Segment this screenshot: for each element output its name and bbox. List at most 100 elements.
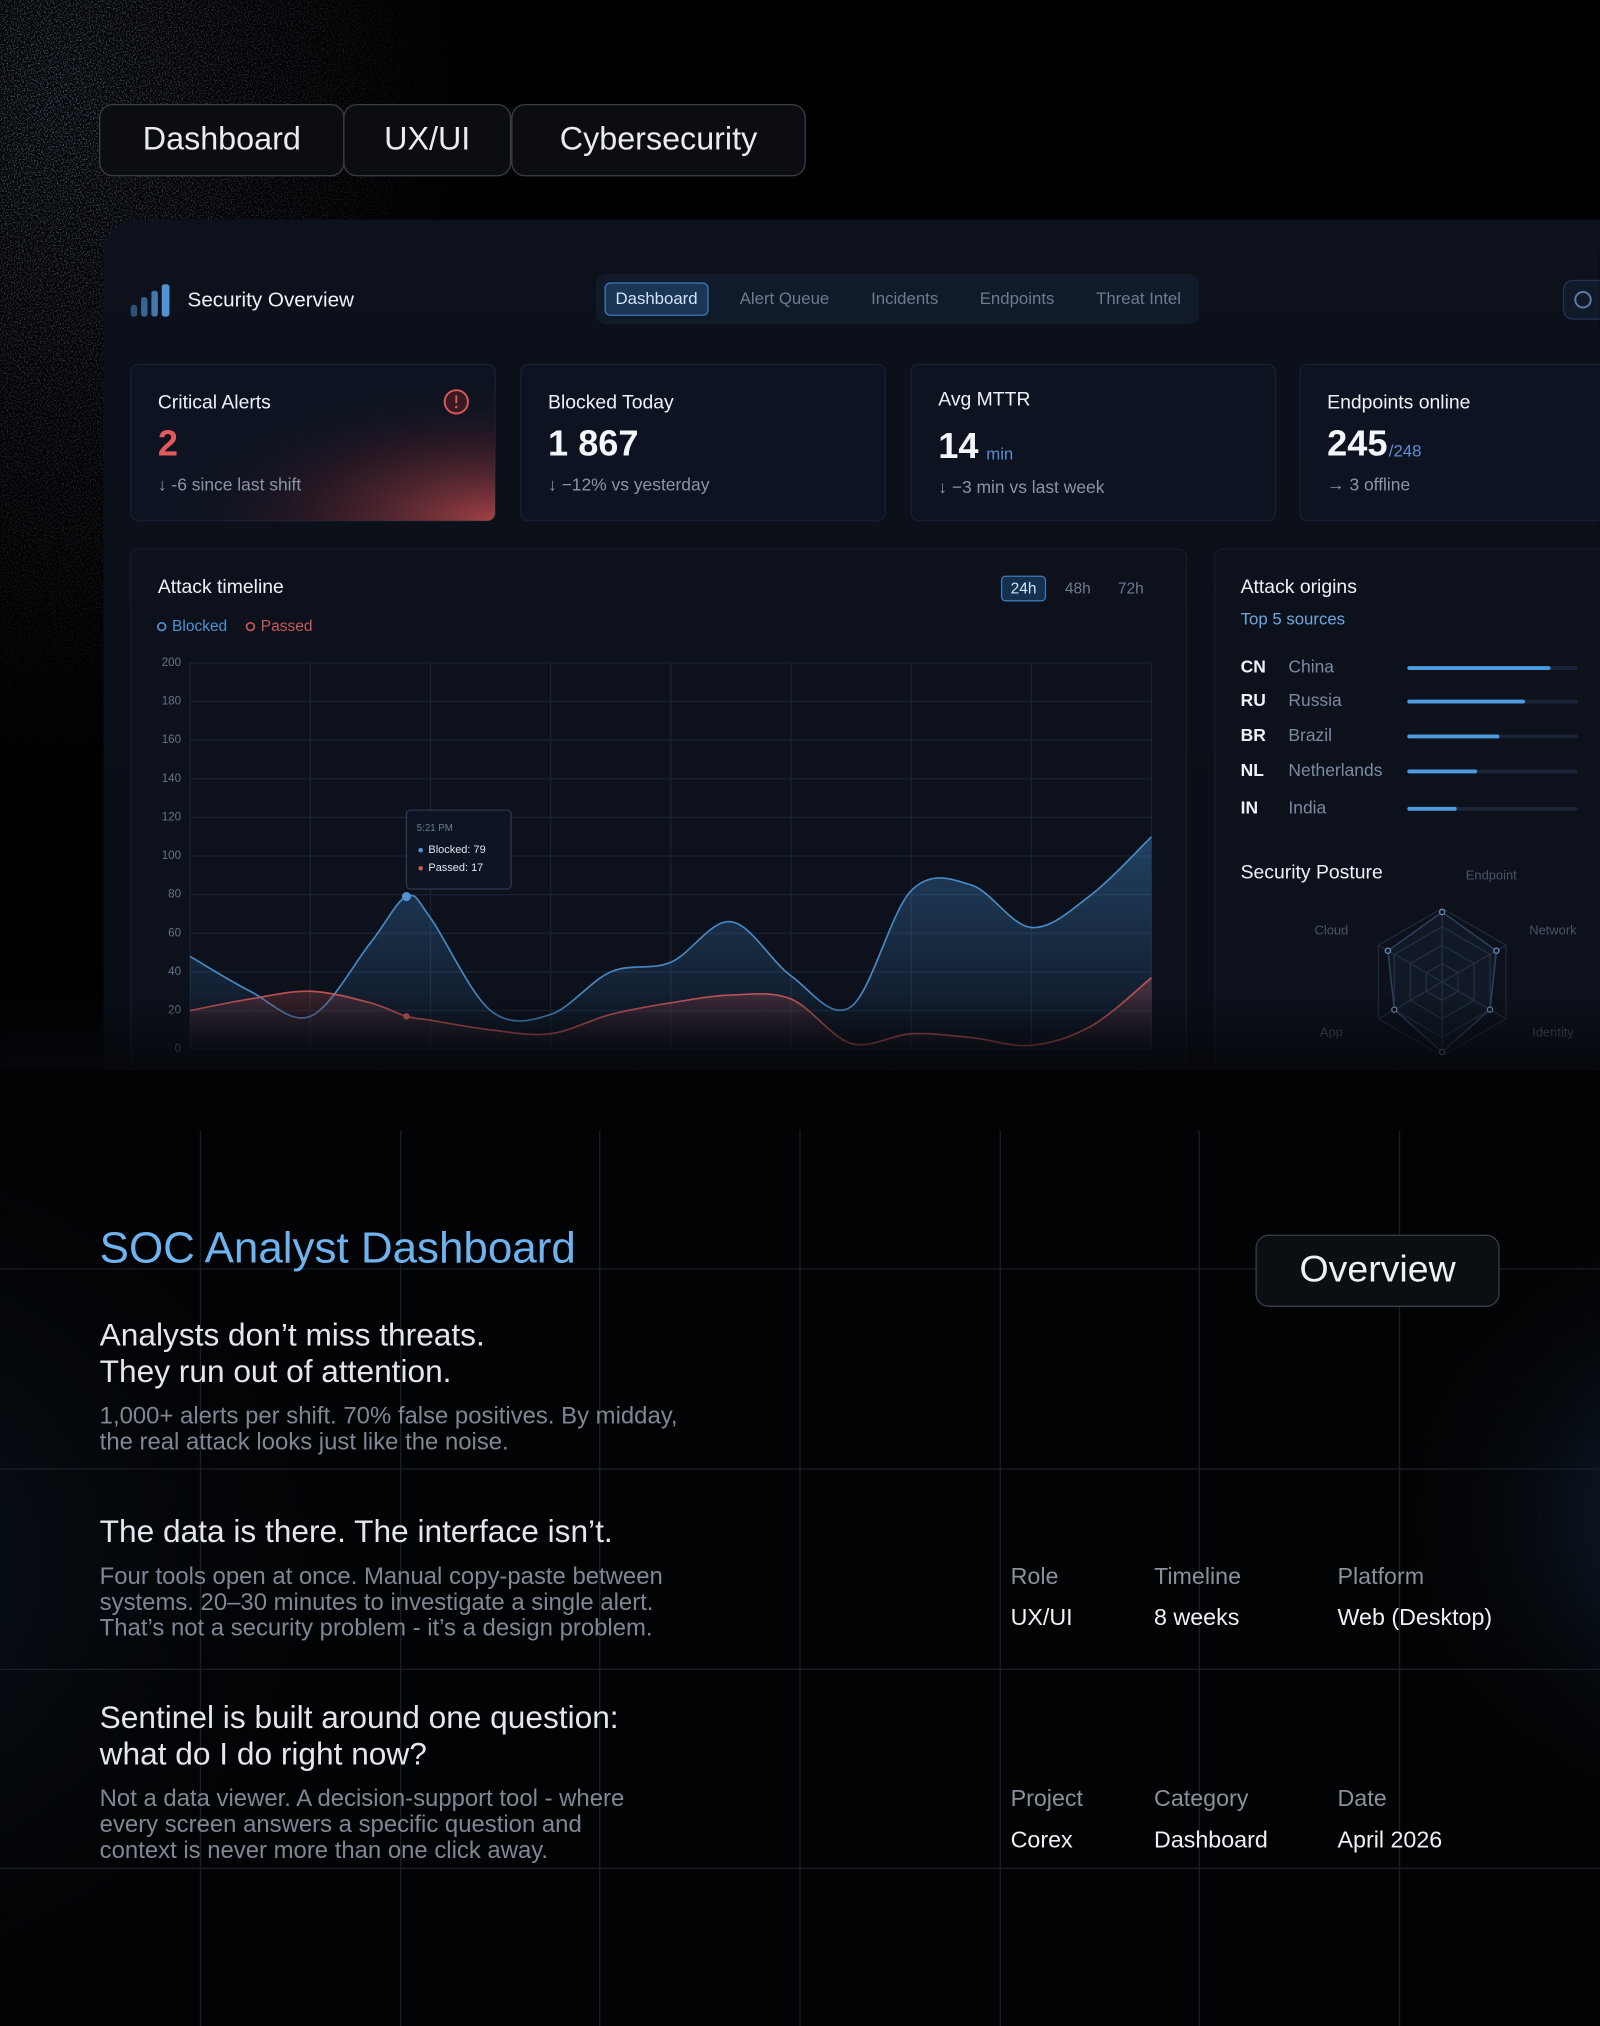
line <box>189 836 1153 1022</box>
bar <box>1407 699 1525 704</box>
meta-label: Role <box>1011 1563 1059 1589</box>
y-tick-label: 60 <box>168 926 181 939</box>
kpi-note: → 3 offline <box>1327 474 1410 494</box>
section-body: 1,000+ alerts per shift. 70% false posit… <box>100 1403 678 1430</box>
kpi-card <box>520 363 886 522</box>
hover-point <box>401 892 411 902</box>
country-name: Russia <box>1288 690 1342 710</box>
range-button[interactable]: 72h <box>1118 580 1144 597</box>
meta-value: April 2026 <box>1338 1826 1443 1852</box>
kpi-value: 1 867 <box>548 422 638 463</box>
kpi-note: ↓ −12% vs yesterday <box>548 474 710 494</box>
meta-label: Project <box>1011 1785 1084 1811</box>
meta-value: UX/UI <box>1011 1604 1073 1630</box>
tooltip <box>405 809 512 890</box>
nav-tab[interactable]: Threat Intel <box>1096 289 1181 308</box>
meta-value: Dashboard <box>1154 1826 1268 1852</box>
section-heading: They run out of attention. <box>100 1353 452 1389</box>
brand-icon <box>130 284 170 317</box>
section-body: That’s not a security problem - it’s a d… <box>100 1615 653 1642</box>
panel-title: Security Posture <box>1241 862 1383 884</box>
meta-value: Corex <box>1011 1826 1073 1852</box>
legend-label: Passed <box>261 618 313 635</box>
tooltip-dot <box>418 865 423 871</box>
tags: Dashboard UX/UI Cybersecurity <box>99 104 806 177</box>
meta-label: Timeline <box>1154 1563 1241 1589</box>
radar-axis-label: Network <box>1529 922 1577 937</box>
radar-axis-label: Endpoint <box>1466 867 1517 882</box>
kpi-unit: min <box>986 444 1013 463</box>
panel-subtitle: Top 5 sources <box>1241 610 1345 629</box>
legend-label: Blocked <box>172 618 227 635</box>
panel-title: Attack timeline <box>158 576 284 598</box>
country-code: IN <box>1241 797 1258 817</box>
kpi-label: Avg MTTR <box>938 389 1030 411</box>
alert-icon-dot <box>455 405 458 409</box>
kpi-cards: Critical Alerts 2 ↓ -6 since last shift Blo… <box>130 363 1600 522</box>
radar-axis-label: Cloud <box>1315 922 1349 937</box>
legend-marker <box>156 621 167 632</box>
bar <box>1407 734 1500 739</box>
tag-pill <box>343 104 512 177</box>
country-name: Netherlands <box>1288 760 1382 780</box>
glow <box>0 1162 776 1964</box>
sections: Analysts don’t miss threats.They run out… <box>99 1317 678 1864</box>
range-active <box>1000 575 1047 602</box>
country-name: India <box>1288 797 1326 817</box>
y-tick-label: 160 <box>162 733 181 746</box>
meta-label: Category <box>1154 1785 1249 1811</box>
y-tick-label: 120 <box>162 810 181 823</box>
kpi-unit: /248 <box>1389 442 1422 461</box>
settings-button[interactable] <box>1562 279 1600 320</box>
kpi-label: Critical Alerts <box>158 391 271 413</box>
country-code: BR <box>1241 725 1267 745</box>
country-code: NL <box>1241 760 1265 780</box>
kpi-value: 245 <box>1327 422 1387 463</box>
section-body: systems. 20–30 minutes to investigate a … <box>100 1589 654 1616</box>
kpi-note: ↓ −3 min vs last week <box>938 477 1104 497</box>
range-buttons: 24h 48h 72h <box>1000 575 1144 602</box>
tooltip-line: Passed: 17 <box>428 862 483 874</box>
range-button[interactable]: 24h <box>1011 580 1037 597</box>
legend-marker <box>245 621 256 632</box>
country-code: CN <box>1241 657 1266 677</box>
kpi-card <box>910 363 1277 522</box>
nav-tab[interactable]: Endpoints <box>980 289 1055 308</box>
nav-tab-active <box>604 282 709 316</box>
section-heading: what do I do right now? <box>99 1735 427 1771</box>
nav-tab[interactable]: Alert Queue <box>740 289 830 308</box>
radar-point <box>1384 947 1392 954</box>
dashboard: Security Overview Dashboard Alert Queue In… <box>0 219 1600 1070</box>
case-title: SOC Analyst Dashboard <box>100 1223 576 1272</box>
kpi-card-glow <box>130 364 496 521</box>
section-grid <box>0 1130 1600 2026</box>
y-tick-label: 40 <box>168 965 181 978</box>
country-code: RU <box>1241 690 1266 710</box>
glow <box>1033 1227 1600 1874</box>
settings-icon <box>1574 291 1592 309</box>
section-body: context is never more than one click awa… <box>100 1837 548 1864</box>
kpi-label: Endpoints online <box>1327 391 1470 413</box>
nav-tab[interactable]: Incidents <box>871 289 938 308</box>
bar <box>1407 769 1478 774</box>
tooltip-line: Blocked: 79 <box>428 844 485 856</box>
overview-label: Overview <box>1299 1247 1456 1289</box>
tag: Cybersecurity <box>560 120 758 156</box>
nav-tab[interactable]: Dashboard <box>616 289 698 308</box>
bar <box>1407 806 1457 811</box>
overview-button[interactable] <box>1255 1234 1500 1307</box>
kpi-note: ↓ -6 since last shift <box>158 474 302 494</box>
tag: Dashboard <box>143 120 301 156</box>
section-body: the real attack looks just like the nois… <box>100 1429 509 1456</box>
tooltip-time: 5:21 PM <box>417 823 453 834</box>
nav-bar <box>595 273 1200 325</box>
section-heading: Sentinel is built around one question: <box>100 1699 619 1735</box>
nav-tabs: Dashboard Alert Queue Incidents Endpoints Th… <box>604 282 1181 316</box>
section-body: Not a data viewer. A decision-support to… <box>100 1785 625 1812</box>
meta-label: Platform <box>1338 1563 1425 1589</box>
range-button[interactable]: 48h <box>1065 580 1091 597</box>
kpi-value: 14 <box>938 425 978 466</box>
section-body: Four tools open at once. Manual copy-pas… <box>100 1563 663 1590</box>
